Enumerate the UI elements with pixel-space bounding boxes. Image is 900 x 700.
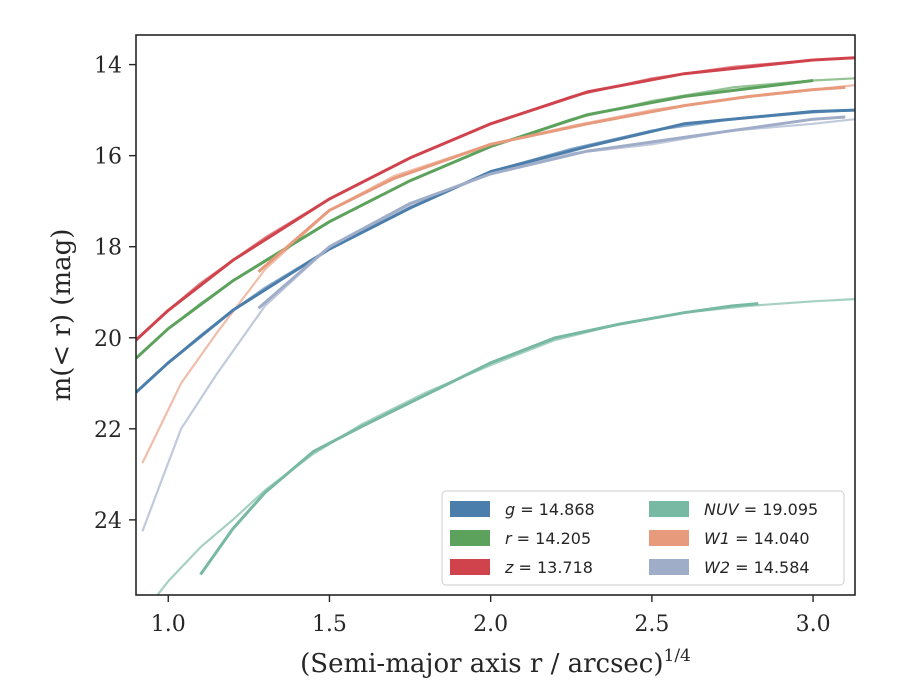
x-tick-label: 1.0 (151, 612, 186, 637)
series-r-measured-line (136, 79, 814, 360)
y-tick-label: 24 (94, 509, 122, 534)
plot-frame (135, 34, 856, 596)
y-tick-label: 20 (94, 327, 122, 352)
series-lines (136, 56, 855, 595)
x-tick-label: 1.5 (312, 612, 347, 637)
x-axis-label-exponent: 1/4 (664, 646, 691, 666)
x-tick-label: 3.0 (796, 612, 831, 637)
legend-label-z: z = 13.718 (504, 558, 593, 577)
legend-swatch-nuv (649, 501, 689, 517)
legend: g = 14.868 r = 14.205 z = 13.718 NUV = 19.0… (441, 490, 845, 586)
series-w2-measured-line (257, 115, 846, 310)
x-tick-label: 2.0 (473, 612, 508, 637)
legend-swatch-r (450, 530, 490, 546)
legend-label-r: r = 14.205 (505, 529, 591, 548)
legend-swatch-w1 (649, 530, 689, 546)
series-w2-fit-line (141, 118, 855, 532)
series-z-measured-line (136, 56, 855, 342)
axis-ticks: 1.0 1.5 2.0 2.5 3.0 14 16 18 20 22 24 (94, 54, 831, 637)
y-tick-label: 22 (94, 418, 122, 443)
series-nuv-measured-line (199, 302, 759, 576)
legend-label-w2: W2 = 14.584 (704, 558, 810, 577)
series-w1-measured-line (257, 85, 846, 273)
x-tick-label: 2.5 (634, 612, 669, 637)
series-r-fit-line (136, 77, 855, 360)
legend-label-w1: W1 = 14.040 (704, 529, 810, 548)
legend-box (441, 490, 845, 586)
legend-swatch-w2 (649, 559, 689, 575)
legend-label-g: g = 14.868 (505, 500, 595, 519)
y-tick-label: 16 (94, 145, 122, 170)
y-tick-label: 18 (94, 236, 122, 261)
x-axis-label: (Semi-major axis r / arcsec)1/4 (300, 646, 691, 679)
legend-swatch-z (450, 559, 490, 575)
legend-label-nuv: NUV = 19.095 (704, 500, 818, 519)
legend-swatch-g (450, 501, 490, 517)
y-axis-label: m(< r) (mag) (47, 229, 77, 402)
y-tick-label: 14 (94, 54, 122, 79)
